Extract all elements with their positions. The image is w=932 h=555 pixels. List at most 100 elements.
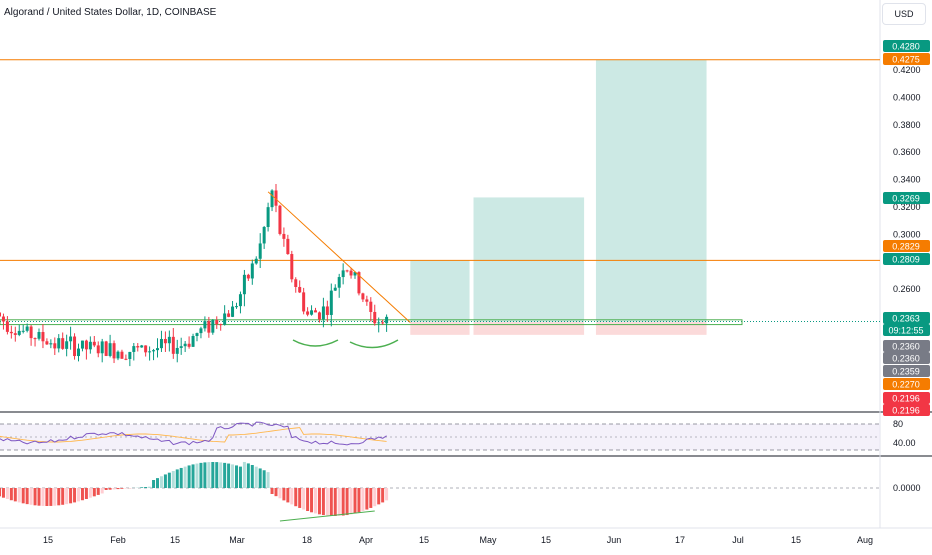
candle-body [148,351,151,352]
candle-body [101,341,104,353]
candle-body [188,344,191,347]
price-tick-label: 0.3400 [893,175,921,185]
osc-bar [278,488,281,498]
osc-bar [14,488,17,501]
candle-body [65,341,68,349]
price-badge-label: 0.4275 [892,55,920,65]
osc-bar [199,463,202,488]
osc-bar [302,488,305,510]
candle-body [346,270,349,271]
candle-body [235,306,238,307]
candle-body [6,321,9,331]
osc-bar [247,463,250,488]
shoulder-arc-left [293,340,338,346]
osc-bar [342,488,345,516]
price-badge-label: 0.3269 [892,194,920,204]
candle-body [350,271,353,276]
candle-body [172,337,175,354]
candle-body [306,311,309,314]
osc-bar [357,488,360,512]
osc-bar [322,488,325,515]
time-tick-label: 18 [302,535,312,545]
osc-bar [57,488,60,505]
candle-body [14,333,17,335]
osc-bar [294,488,297,506]
time-tick-label: Jun [607,535,622,545]
osc-bar [6,488,9,499]
candle-body [144,345,147,352]
candle-body [318,312,321,319]
osc-bar [61,488,64,505]
candle-body [89,342,92,350]
price-badge-label: 0.2359 [892,367,920,377]
osc-bar [105,488,108,490]
osc-bar [45,488,48,506]
candle-body [120,352,123,359]
osc-bar [239,467,242,488]
candle-body [156,348,159,350]
candle-body [282,234,285,239]
osc-bar [148,487,151,488]
osc-bar [196,464,199,488]
price-tick-label: 0.3600 [893,147,921,157]
candle-body [81,341,84,349]
osc-bar [188,465,191,488]
osc-bar [381,488,384,502]
osc-bar [282,488,285,500]
osc-bar [117,488,120,489]
candle-body [26,327,29,331]
currency-button[interactable]: USD [882,3,926,25]
osc-bar [26,488,29,504]
candle-body [49,343,52,344]
osc-bar [152,480,155,488]
osc-bar [211,462,214,488]
candle-body [334,288,337,291]
osc-bar [275,488,278,496]
price-badge-label: 0.2809 [892,255,920,265]
osc-bar [144,487,147,488]
stop-box-3 [596,322,707,335]
candle-body [290,254,293,279]
osc-bar [140,487,143,488]
candle-body [267,207,270,227]
candle-body [377,322,380,323]
osc-bar [0,488,1,496]
price-tick-label: 0.3800 [893,120,921,130]
osc-bar [176,469,179,488]
osc-bar [350,488,353,514]
osc-bar [81,488,84,500]
osc-bar [30,488,33,505]
time-tick-label: 15 [170,535,180,545]
osc-bar [267,472,270,488]
osc-bar [290,488,293,504]
osc-bar [69,488,72,503]
candle-body [45,341,48,344]
candle-body [109,343,112,356]
osc-bar [365,488,368,510]
osc-bar [361,488,364,511]
time-tick-label: May [479,535,497,545]
osc-bar [184,467,187,488]
osc-bar [38,488,41,506]
osc-bar [49,488,52,506]
candle-body [93,342,96,346]
shoulder-arc-right [350,340,398,348]
candle-body [18,331,21,335]
candle-body [152,350,155,351]
candle-body [85,341,88,350]
osc-bar [298,488,301,508]
osc-bar [18,488,21,502]
candle-body [263,227,266,243]
osc-bar [156,478,159,488]
osc-bar [314,488,317,513]
candle-body [302,292,305,311]
candle-body [203,321,206,328]
osc-bar [113,488,116,489]
candle-body [239,294,242,306]
candle-body [57,338,60,348]
osc-bar [271,488,274,494]
osc-bar [203,462,206,488]
candle-body [298,287,301,292]
